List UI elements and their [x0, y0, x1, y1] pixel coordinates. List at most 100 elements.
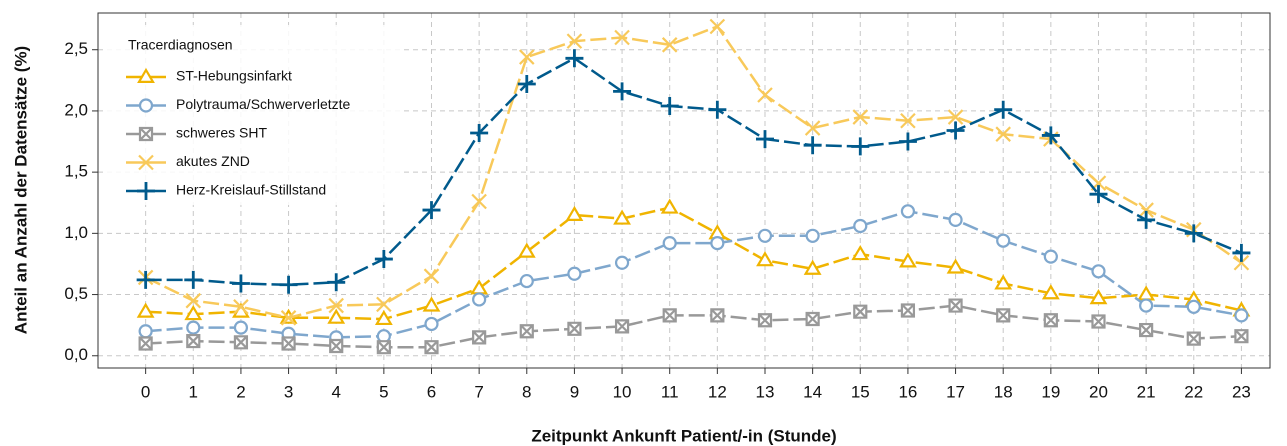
marker — [470, 123, 489, 142]
x-tick-label: 11 — [661, 382, 679, 401]
marker — [1138, 202, 1154, 218]
x-tick-label: 2 — [236, 382, 245, 401]
marker — [757, 228, 773, 243]
marker — [376, 296, 392, 313]
marker — [233, 299, 249, 315]
marker — [1041, 126, 1060, 145]
marker — [947, 109, 964, 125]
marker — [136, 302, 155, 318]
marker — [136, 270, 155, 289]
marker — [233, 320, 249, 335]
x-tick-label: 5 — [379, 382, 388, 401]
marker — [948, 298, 963, 313]
marker — [660, 198, 679, 214]
legend-box — [104, 25, 404, 205]
marker — [755, 130, 774, 149]
marker — [613, 82, 632, 101]
marker — [567, 266, 582, 281]
marker — [1186, 299, 1201, 314]
x-tick-label: 7 — [474, 382, 483, 401]
marker — [374, 309, 393, 326]
marker — [566, 33, 583, 49]
marker — [1089, 289, 1108, 305]
marker — [138, 324, 153, 339]
x-tick-label: 17 — [946, 382, 965, 401]
marker — [614, 319, 630, 334]
marker — [472, 292, 487, 307]
marker — [327, 308, 346, 324]
marker — [422, 296, 441, 312]
marker — [138, 336, 153, 351]
x-tick-label: 1 — [189, 382, 198, 401]
x-tick-label: 13 — [756, 382, 775, 401]
marker — [1234, 308, 1249, 323]
marker — [1137, 210, 1156, 229]
marker — [1184, 224, 1203, 243]
marker — [852, 109, 869, 125]
y-tick-label: 2,0 — [64, 100, 88, 119]
x-tick-label: 21 — [1137, 382, 1156, 401]
marker — [994, 274, 1013, 290]
marker — [1233, 254, 1250, 271]
y-tick-label: 0,0 — [64, 345, 88, 364]
marker — [519, 49, 535, 65]
y-tick-label: 2,5 — [64, 39, 88, 58]
marker — [853, 218, 868, 234]
marker — [1091, 314, 1106, 329]
marker — [662, 236, 677, 251]
series-line — [145, 24, 1243, 320]
marker — [329, 338, 344, 354]
marker — [1186, 331, 1201, 346]
legend-marker — [138, 98, 154, 113]
marker — [660, 97, 679, 116]
x-tick-label: 8 — [522, 382, 531, 401]
marker — [184, 270, 203, 289]
marker — [805, 311, 820, 327]
marker — [374, 250, 393, 269]
marker — [995, 126, 1011, 142]
marker — [279, 275, 298, 294]
x-tick-label: 3 — [284, 382, 293, 401]
marker — [422, 201, 441, 220]
marker — [1137, 285, 1156, 301]
marker — [948, 212, 963, 227]
x-axis-title: Zeitpunkt Ankunft Patient/-in (Stunde) — [531, 426, 836, 445]
marker — [1139, 322, 1154, 338]
marker — [898, 132, 917, 151]
x-tick-label: 18 — [994, 382, 1013, 401]
marker — [851, 137, 870, 156]
marker — [898, 252, 917, 268]
marker — [996, 233, 1011, 248]
legend-marker — [137, 67, 155, 83]
marker — [328, 297, 344, 314]
marker — [853, 304, 868, 319]
marker — [471, 193, 487, 210]
y-axis-title: Anteil an Anzahl der Datensätze (%) — [11, 46, 30, 334]
marker — [567, 321, 582, 336]
marker — [804, 120, 821, 136]
marker — [517, 75, 536, 93]
marker — [756, 251, 774, 267]
marker — [1089, 185, 1108, 204]
marker — [1043, 249, 1058, 264]
y-tick-label: 0,5 — [64, 284, 88, 303]
marker — [994, 100, 1013, 119]
marker — [803, 136, 822, 155]
legend-marker — [138, 154, 154, 171]
legend-label: schweres SHT — [176, 125, 267, 141]
series-line — [145, 206, 1242, 321]
x-tick-label: 12 — [708, 382, 727, 401]
marker — [996, 308, 1011, 323]
x-tick-label: 20 — [1089, 382, 1108, 401]
x-tick-label: 14 — [803, 382, 822, 401]
marker — [1139, 298, 1154, 313]
marker — [900, 303, 916, 318]
y-tick-label: 1,0 — [64, 223, 88, 242]
marker — [185, 292, 202, 309]
legend-label: akutes ZND — [176, 153, 250, 169]
x-tick-label: 9 — [570, 382, 579, 401]
legend-label: Herz-Kreislauf-Stillstand — [176, 182, 326, 198]
marker — [661, 37, 678, 53]
x-tick-label: 15 — [851, 382, 870, 401]
